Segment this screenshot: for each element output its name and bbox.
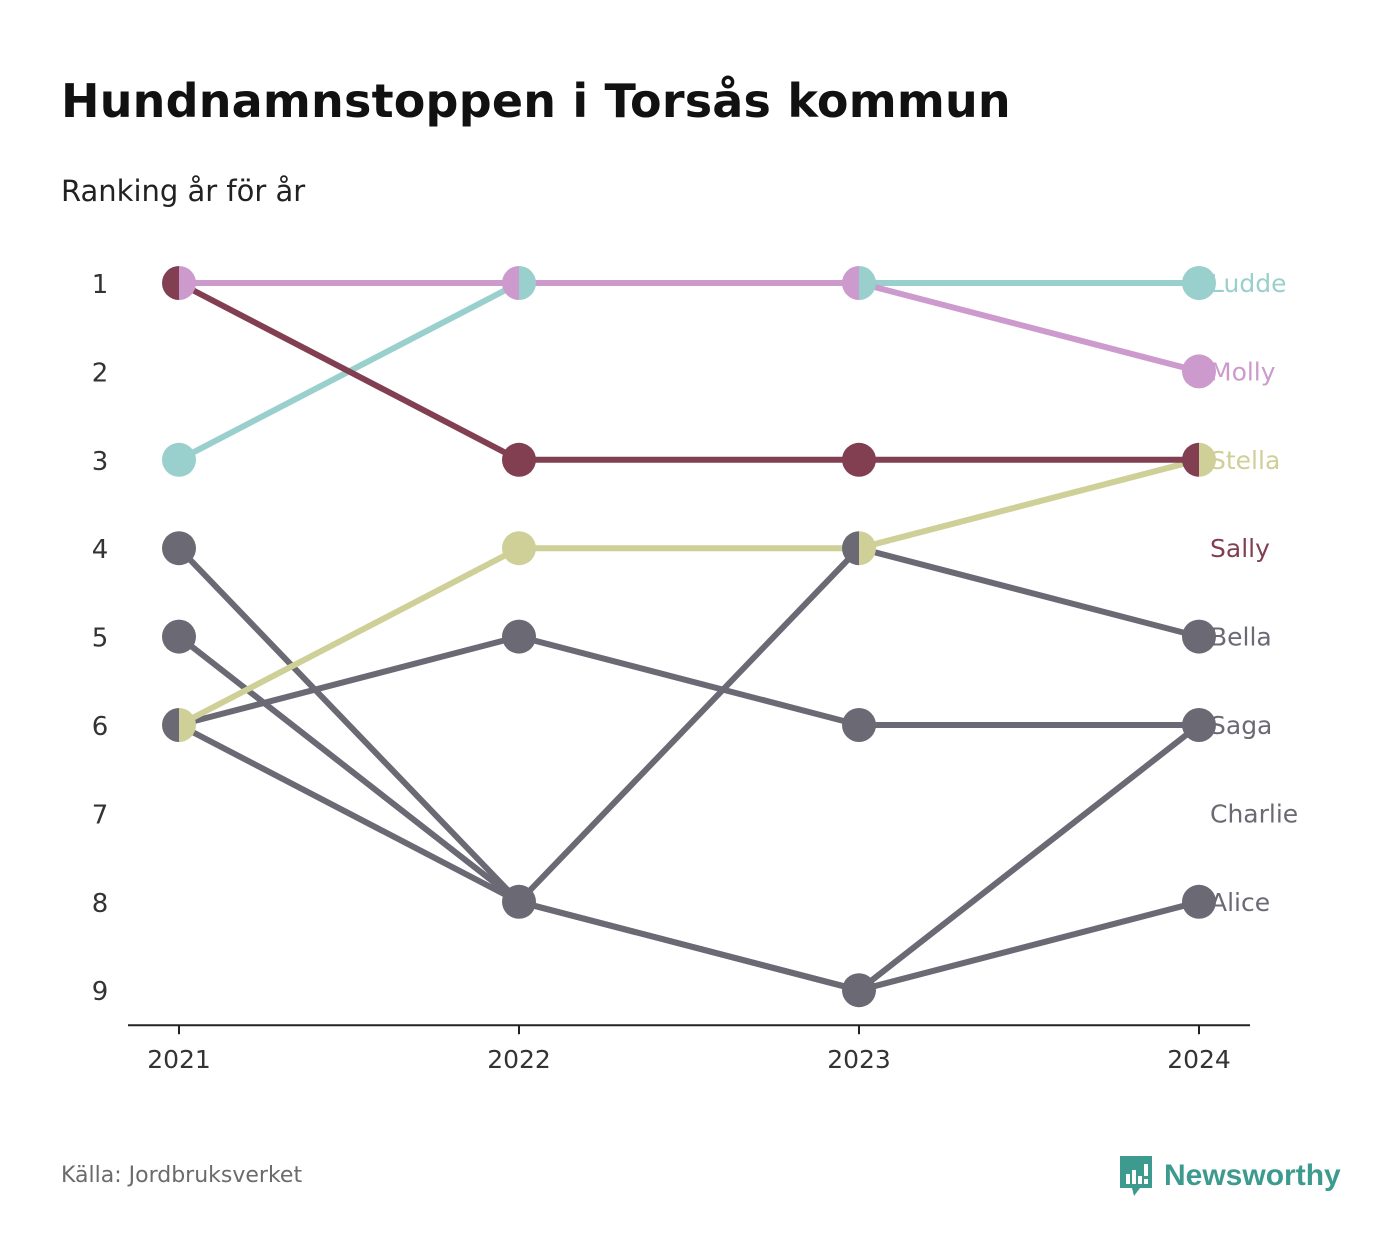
data-point (842, 708, 876, 742)
series-line (176, 456, 1202, 728)
series-label: Stella (1210, 446, 1280, 475)
series-lines (176, 280, 1202, 994)
data-point-half (859, 266, 876, 300)
data-point-half (179, 266, 196, 300)
data-point (502, 884, 536, 919)
series-line (176, 633, 1202, 728)
data-point-half (859, 531, 876, 566)
series-line (176, 280, 1202, 463)
chart-subtitle: Ranking år för år (61, 174, 306, 208)
series-label: Bella (1210, 623, 1272, 652)
x-tick-label: 2024 (1167, 1045, 1231, 1074)
source-note: Källa: Jordbruksverket (61, 1163, 303, 1188)
series-line (176, 280, 1202, 375)
series-line (176, 280, 1202, 463)
data-point-half (1199, 442, 1216, 477)
data-point (1182, 266, 1216, 300)
series-label: Charlie (1210, 799, 1298, 828)
series-label: Ludde (1210, 269, 1286, 298)
data-point (1182, 619, 1216, 654)
y-tick-label: 8 (92, 889, 109, 919)
y-tick-label: 1 (92, 270, 109, 300)
series-label: Sally (1210, 534, 1270, 563)
y-tick-label: 6 (92, 712, 109, 742)
data-point-half (162, 708, 179, 742)
data-point (162, 442, 196, 477)
newsworthy-logo-icon (1120, 1156, 1152, 1196)
data-point (842, 973, 876, 1008)
series-label: Molly (1210, 357, 1276, 386)
series-labels: Ludde Molly Stella Sally Bella Saga Charlie Ali… (1210, 269, 1298, 917)
y-tick-label: 5 (92, 624, 109, 654)
y-tick-label: 2 (92, 358, 109, 388)
series-line (176, 633, 1202, 994)
data-point-half (179, 708, 196, 742)
x-tick-label: 2023 (827, 1045, 891, 1074)
data-point (1182, 708, 1216, 742)
data-point-half (519, 266, 536, 300)
data-point (1182, 884, 1216, 919)
data-point (1182, 354, 1216, 389)
brand[interactable]: Newsworthy (1118, 1154, 1341, 1198)
series-label: Alice (1210, 888, 1270, 917)
data-point (502, 619, 536, 654)
data-point (162, 619, 196, 654)
axes: 1 2 3 4 5 6 7 8 9 2021 2022 2023 2024 (92, 270, 1250, 1074)
data-point-half (1182, 442, 1199, 477)
series-points (162, 266, 1216, 1008)
data-point (502, 442, 536, 477)
x-tick-label: 2021 (147, 1045, 211, 1074)
series-label: Saga (1210, 711, 1272, 740)
y-tick-label: 4 (92, 535, 109, 565)
y-tick-label: 3 (92, 447, 109, 477)
data-point (842, 442, 876, 477)
data-point-half (162, 266, 179, 300)
y-tick-label: 7 (92, 800, 109, 830)
data-point-half (842, 531, 859, 566)
data-point-half (502, 266, 519, 300)
brand-name: Newsworthy (1164, 1159, 1341, 1192)
x-tick-label: 2022 (487, 1045, 551, 1074)
data-point-half (842, 266, 859, 300)
y-tick-label: 9 (92, 977, 109, 1007)
chart-title: Hundnamnstoppen i Torsås kommun (61, 74, 1011, 128)
data-point (502, 531, 536, 566)
series-line (176, 722, 1202, 994)
series-line (176, 545, 1202, 905)
data-point (162, 531, 196, 566)
